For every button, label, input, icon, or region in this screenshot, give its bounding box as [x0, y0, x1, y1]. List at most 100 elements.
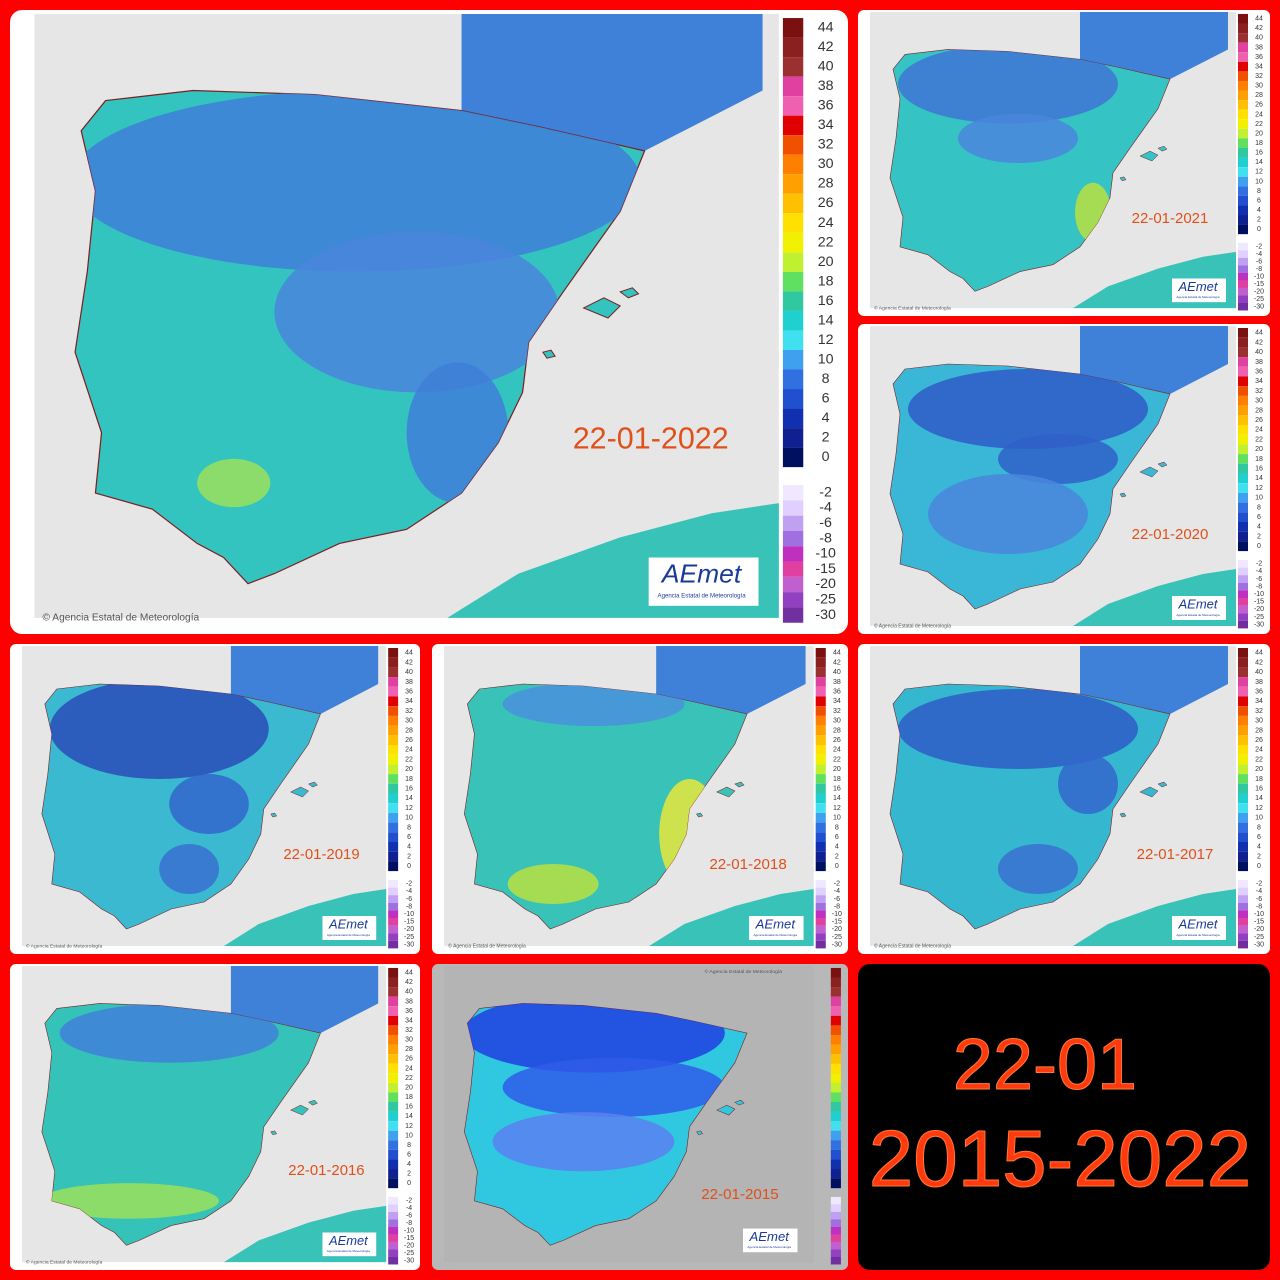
legend-swatch — [1238, 100, 1248, 110]
temperature-area — [502, 1057, 725, 1117]
legend-swatch — [388, 764, 399, 775]
credit: © Agencia Estatal de Meteorología — [448, 942, 526, 949]
legend-label: -25 — [815, 592, 836, 608]
legend-label: 34 — [1255, 63, 1263, 70]
legend-swatch — [1238, 272, 1248, 281]
legend-label: 14 — [405, 1113, 413, 1120]
legend-label: 32 — [405, 1027, 413, 1034]
legend-swatch — [1238, 444, 1248, 455]
legend-label: 32 — [1255, 388, 1263, 395]
legend-swatch — [1238, 215, 1248, 225]
legend-label: 8 — [1257, 824, 1261, 831]
legend-label: 30 — [405, 718, 413, 725]
legend-swatch — [388, 667, 399, 678]
legend-label: -6 — [1256, 896, 1262, 903]
legend-swatch — [1238, 822, 1248, 833]
legend-label: -20 — [815, 576, 836, 592]
legend-label: 14 — [1255, 159, 1263, 166]
legend-label: 42 — [405, 979, 413, 986]
legend-label: 8 — [1257, 188, 1261, 195]
legend-label: 2 — [407, 1171, 411, 1178]
legend-label: -15 — [404, 919, 414, 926]
legend-label: 18 — [1255, 140, 1263, 147]
legend-label: 40 — [1255, 349, 1263, 356]
legend-swatch — [1238, 328, 1248, 338]
island — [696, 1130, 704, 1136]
legend-label: 8 — [407, 824, 411, 831]
legend-label: 10 — [833, 815, 841, 822]
legend-swatch — [1238, 138, 1248, 148]
legend-swatch — [782, 18, 804, 38]
legend-swatch — [388, 648, 399, 658]
france — [1080, 11, 1228, 80]
legend-swatch — [830, 967, 841, 978]
legend-label: 42 — [818, 39, 834, 55]
legend-label: 6 — [407, 834, 411, 841]
legend-swatch — [388, 1219, 399, 1227]
map-shading — [41, 1003, 279, 1219]
map-panel: 22-01-2020 © Agencia Estatal de Meteorolo… — [858, 324, 1270, 634]
legend-label: -20 — [832, 926, 842, 933]
legend-swatch — [388, 1063, 399, 1074]
legend-swatch — [815, 715, 826, 726]
legend-swatch — [1238, 186, 1248, 196]
temperature-area — [159, 844, 219, 894]
legend-label: -2 — [1256, 561, 1262, 568]
legend-swatch — [782, 447, 804, 468]
legend-swatch — [782, 530, 804, 547]
map-panel: 22-01-2015 © Agencia Estatal de Meteorolo… — [432, 964, 848, 1270]
legend-swatch — [388, 910, 399, 918]
legend-swatch — [830, 1092, 841, 1102]
legend-swatch — [830, 1234, 841, 1242]
legend-swatch — [1238, 598, 1248, 606]
date-label: 22-01-2020 — [1132, 526, 1209, 543]
legend-swatch — [830, 1178, 841, 1189]
legend-swatch — [815, 910, 826, 918]
legend-label: 26 — [1255, 102, 1263, 109]
legend-swatch — [830, 996, 841, 1007]
legend-swatch — [1238, 842, 1248, 852]
legend-label: 2 — [1257, 217, 1261, 224]
legend-swatch — [1238, 366, 1248, 377]
date-label: 22-01-2021 — [1132, 211, 1209, 227]
map-panel: 22-01-2017 © Agencia Estatal de Meteorolo… — [858, 644, 1270, 954]
legend-swatch — [388, 851, 399, 862]
legend-swatch — [388, 933, 399, 941]
legend-label: 16 — [1255, 785, 1263, 792]
legend-label: -8 — [834, 903, 840, 910]
legend-label: 32 — [833, 708, 841, 715]
legend-label: -10 — [404, 911, 414, 918]
legend-swatch — [388, 1101, 399, 1112]
legend-label: 30 — [1255, 398, 1263, 405]
island — [716, 1104, 736, 1116]
summary-range: 2015-2022 — [869, 1114, 1252, 1203]
legend-swatch — [782, 607, 804, 623]
legend-label: -30 — [1254, 304, 1264, 311]
legend-swatch — [1238, 295, 1248, 303]
map-panel: 22-01-2022 © Agencia Estatal de Meteorolo… — [10, 10, 848, 634]
legend-label: 34 — [405, 698, 413, 705]
legend-swatch — [1238, 42, 1248, 53]
legend-label: 28 — [833, 727, 841, 734]
legend-label: 28 — [1255, 92, 1263, 99]
summary-panel: 22-01 2015-2022 — [858, 964, 1270, 1270]
legend-label: 44 — [405, 970, 413, 977]
legend-swatch — [388, 902, 399, 911]
legend-swatch — [815, 803, 826, 813]
legend-swatch — [1238, 119, 1248, 129]
island — [1157, 461, 1168, 468]
legend-label: 42 — [1255, 339, 1263, 346]
legend-label: 14 — [1255, 475, 1263, 482]
legend-swatch — [782, 576, 804, 593]
legend-swatch — [388, 803, 399, 813]
legend-label: 42 — [1255, 25, 1263, 32]
legend-swatch — [1238, 224, 1248, 235]
legend-swatch — [830, 1034, 841, 1045]
island — [1139, 786, 1159, 798]
legend-label: 24 — [1255, 111, 1263, 118]
temperature-area — [274, 231, 560, 393]
date-label: 22-01-2017 — [1137, 846, 1214, 863]
legend-label: 0 — [407, 1180, 411, 1187]
legend-label: -2 — [406, 881, 412, 888]
legend-swatch — [1238, 648, 1248, 658]
